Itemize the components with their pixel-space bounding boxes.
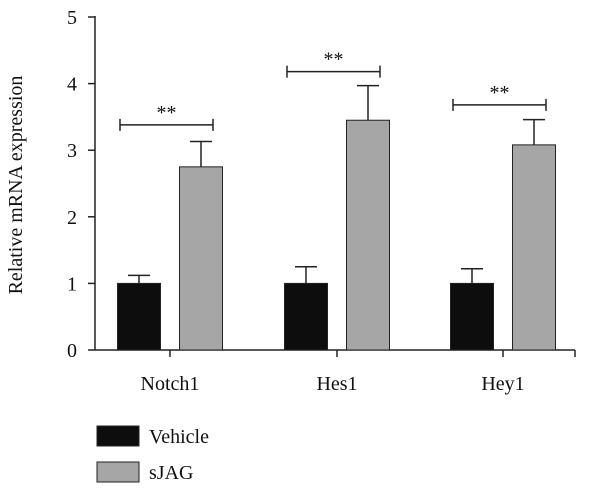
- legend-swatch-vehicle: [96, 425, 140, 447]
- legend-label-vehicle: Vehicle: [149, 426, 209, 448]
- legend-label-sjag: sJAG: [149, 462, 193, 484]
- bar-vehicle-hey1: [450, 282, 494, 351]
- x-tick-label: Hey1: [481, 373, 524, 395]
- significance-label: **: [490, 82, 510, 104]
- bars: [117, 119, 556, 351]
- legend-swatch-sjag: [96, 461, 140, 483]
- y-tick-label: 4: [67, 74, 77, 96]
- legend: Vehicle sJAG: [96, 425, 209, 484]
- error-bars: [128, 84, 545, 284]
- axes: 0 1 2 3 4 5 Notch1 Hes1 Hey1: [67, 7, 576, 395]
- y-tick-label: 2: [67, 207, 77, 229]
- y-tick-label: 0: [67, 340, 77, 362]
- bar-sjag-notch1: [179, 166, 223, 351]
- x-tick-label: Notch1: [141, 373, 200, 395]
- x-tick-label: Hes1: [316, 373, 357, 395]
- significance-markers: ** ** **: [119, 49, 547, 131]
- bar-sjag-hes1: [346, 119, 390, 351]
- bar-vehicle-notch1: [117, 282, 161, 351]
- y-tick-label: 3: [67, 140, 77, 162]
- significance-label: **: [157, 102, 177, 124]
- y-tick-label: 1: [67, 273, 77, 295]
- bar-vehicle-hes1: [284, 282, 328, 351]
- y-tick-label: 5: [67, 7, 77, 29]
- y-axis-label: Relative mRNA expression: [5, 76, 27, 295]
- bar-sjag-hey1: [512, 144, 556, 351]
- significance-label: **: [324, 49, 344, 71]
